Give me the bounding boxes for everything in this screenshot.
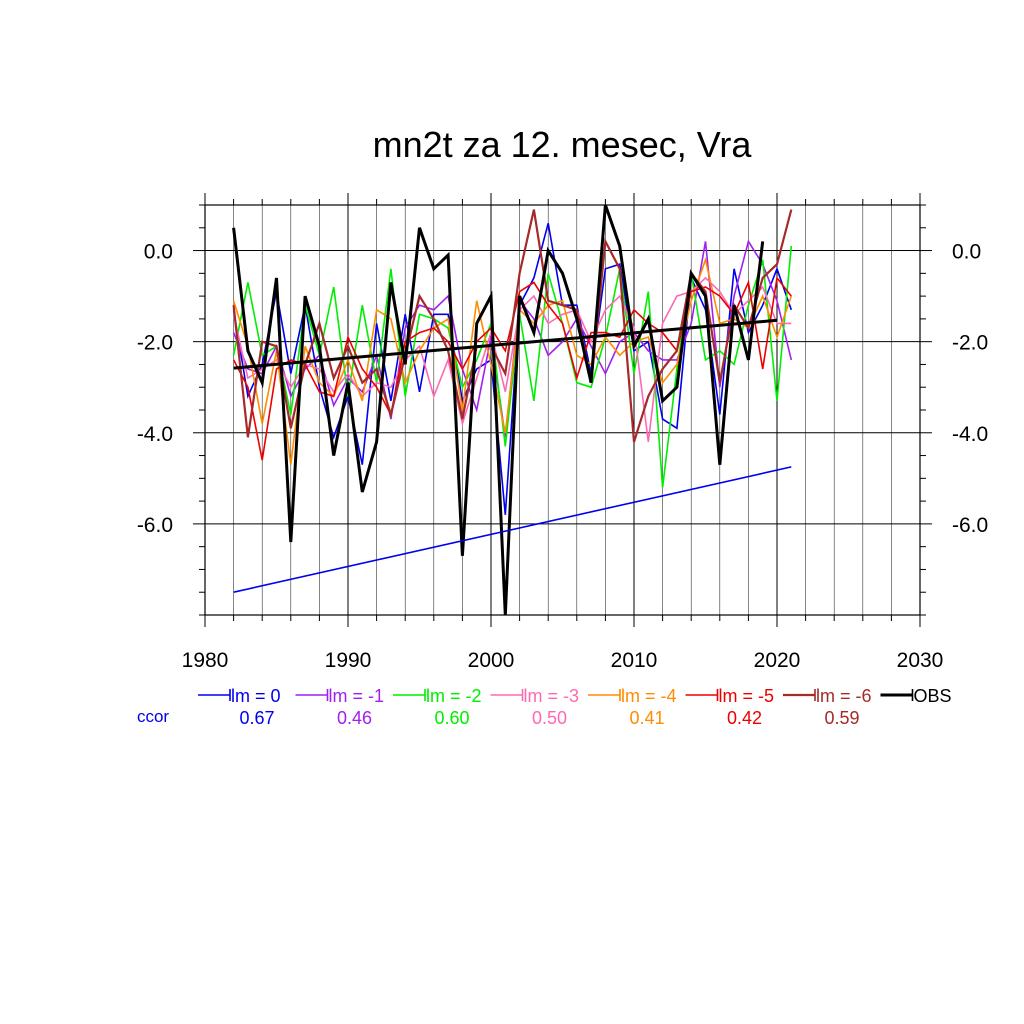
legend-label: lm = -1 [329, 686, 385, 706]
ccor-value: 0.41 [629, 708, 664, 728]
y-tick-label-right: 0.0 [952, 241, 981, 264]
ccor-value: 0.42 [727, 708, 762, 728]
legend-label: OBS [914, 686, 952, 706]
y-tick-label-left: -6.0 [137, 514, 173, 537]
y-tick-label-right: -4.0 [952, 423, 988, 446]
series [232, 204, 793, 616]
ccor-value: 0.67 [239, 708, 274, 728]
y-tick-label-left: 0.0 [144, 241, 173, 264]
legend-label: lm = -3 [524, 686, 580, 706]
trend-line [233, 318, 778, 370]
ccor-value: 0.50 [532, 708, 567, 728]
trend-line [233, 466, 792, 593]
x-tick-label: 2020 [754, 649, 801, 672]
x-tick-label: 1990 [325, 649, 372, 672]
y-tick-label-left: -4.0 [137, 423, 173, 446]
y-tick-label-left: -2.0 [137, 332, 173, 355]
x-tick-label: 2030 [897, 649, 944, 672]
series-line-lm-2 [232, 245, 793, 488]
axes: 0.0 0.0 -2.0 -2.0 -4.0 -4.0 -6.0 -6.0 1980 1990 20… [137, 193, 988, 672]
chart-title: mn2t za 12. mesec, Vra [373, 124, 753, 165]
ccor-value: 0.46 [337, 708, 372, 728]
y-tick-label-right: -2.0 [952, 332, 988, 355]
legend-label: lm = -6 [816, 686, 872, 706]
legend-label: lm = -2 [426, 686, 482, 706]
legend-label: lm = -5 [719, 686, 775, 706]
ccor-value: 0.60 [434, 708, 469, 728]
ccor-value: 0.59 [824, 708, 859, 728]
legend-label: lm = 0 [231, 686, 281, 706]
y-tick-label-right: -6.0 [952, 514, 988, 537]
series-line-obs [232, 204, 765, 616]
ccor-label: ccor [137, 707, 169, 726]
x-tick-label: 2010 [611, 649, 658, 672]
x-tick-label: 2000 [468, 649, 515, 672]
legend-label: lm = -4 [621, 686, 677, 706]
x-tick-label: 1980 [182, 649, 229, 672]
